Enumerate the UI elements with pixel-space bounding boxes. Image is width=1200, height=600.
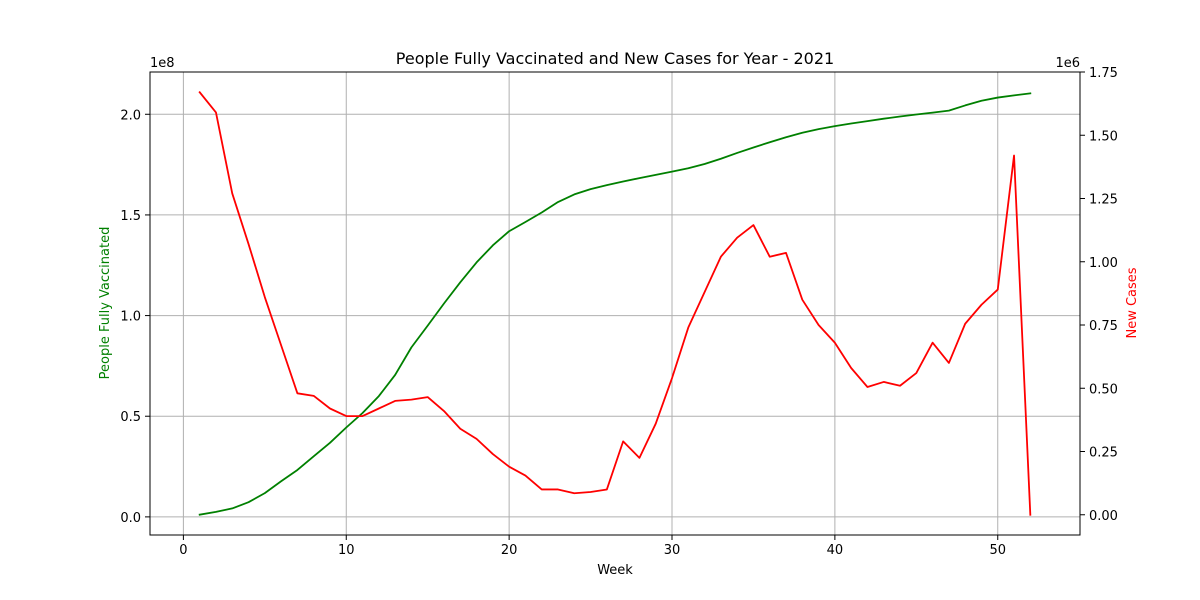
left-axis-label: People Fully Vaccinated	[98, 227, 113, 380]
right-y-tick-label: 0.25	[1089, 446, 1118, 461]
left-y-tick-label: 0.0	[120, 511, 141, 526]
right-y-tick-label: 0.75	[1089, 319, 1118, 334]
vaccinated-series-line	[198, 92, 1032, 516]
chart-title: People Fully Vaccinated and New Cases fo…	[396, 49, 834, 68]
x-axis-label: Week	[597, 563, 633, 578]
x-tick-label: 30	[664, 543, 681, 558]
plot-frame	[149, 71, 1081, 536]
right-y-tick-label: 0.50	[1089, 382, 1118, 397]
right-y-tick-label: 1.00	[1089, 256, 1118, 271]
right-y-tick-label: 0.00	[1089, 509, 1118, 524]
right-y-tick-label: 1.50	[1089, 129, 1118, 144]
ticks: 0 10 20 30 40 50 0.0 0.5 1.0 1.5 2.0 0.00 0.25 0.50 0.…	[120, 66, 1118, 558]
right-axis-multiplier: 1e6	[1055, 56, 1080, 71]
x-tick-label: 10	[338, 543, 355, 558]
x-tick-label: 0	[179, 543, 187, 558]
left-y-tick-label: 2.0	[120, 108, 141, 123]
left-axis-multiplier: 1e8	[150, 56, 175, 71]
plot-lines	[198, 90, 1032, 516]
new-cases-series-line	[198, 90, 1032, 516]
left-y-tick-label: 1.0	[120, 310, 141, 325]
right-y-tick-label: 1.25	[1089, 193, 1118, 208]
right-axis-label: New Cases	[1125, 267, 1140, 338]
left-y-tick-label: 1.5	[120, 209, 141, 224]
left-y-tick-label: 0.5	[120, 410, 141, 425]
x-tick-label: 50	[989, 543, 1006, 558]
x-tick-label: 20	[501, 543, 518, 558]
right-y-tick-label: 1.75	[1089, 66, 1118, 81]
x-tick-label: 40	[827, 543, 844, 558]
